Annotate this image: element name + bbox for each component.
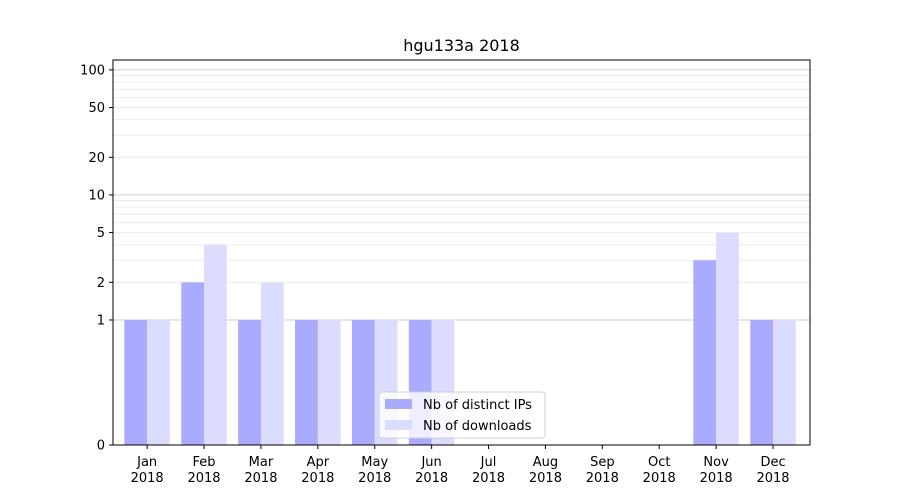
bar-downloads — [260, 282, 284, 445]
x-tick-label: Jul 2018 — [472, 455, 505, 486]
legend-swatch — [385, 399, 412, 409]
bar-distinct-ips — [181, 282, 205, 445]
legend-swatch — [385, 420, 412, 430]
x-tick-label: May 2018 — [358, 455, 391, 486]
y-tick-label: 20 — [88, 151, 105, 166]
x-tick-label: Nov 2018 — [700, 455, 733, 486]
bar-downloads — [317, 319, 341, 445]
y-axis: 0 1 2 5 10 20 50 100 — [80, 63, 113, 454]
x-tick-label: Jun 2018 — [415, 455, 448, 486]
x-tick-label: Feb 2018 — [187, 455, 220, 486]
bar-distinct-ips — [295, 319, 318, 445]
bar-distinct-ips — [238, 319, 261, 445]
y-tick-label: 10 — [88, 188, 105, 203]
x-tick-label: Dec 2018 — [756, 455, 789, 486]
y-tick-label: 100 — [80, 63, 105, 78]
x-tick-label: Jan 2018 — [131, 455, 164, 486]
bar-downloads — [773, 319, 796, 445]
y-tick-label: 50 — [88, 101, 105, 116]
y-tick-label: 5 — [97, 226, 105, 241]
y-tick-label: 0 — [97, 439, 105, 454]
bar-downloads — [147, 319, 170, 445]
plot-frame — [112, 59, 811, 446]
y-tick-label: 1 — [97, 313, 105, 328]
x-tick-label: Aug 2018 — [529, 455, 562, 486]
bar-downloads — [204, 244, 227, 445]
legend-label: Nb of downloads — [423, 419, 532, 434]
legend: Nb of distinct IPs Nb of downloads — [378, 391, 546, 439]
legend-label: Nb of distinct IPs — [423, 398, 532, 413]
chart-title: hgu133a 2018 — [403, 36, 520, 55]
y-tick-label: 2 — [97, 276, 105, 291]
bar-distinct-ips — [351, 319, 375, 445]
x-tick-label: Oct 2018 — [643, 455, 676, 486]
bar-distinct-ips — [124, 319, 148, 445]
grid-lines — [113, 69, 810, 321]
x-tick-label: Sep 2018 — [586, 455, 619, 486]
x-tick-label: Apr 2018 — [301, 455, 334, 486]
bar-distinct-ips — [693, 260, 717, 445]
x-tick-label: Mar 2018 — [244, 455, 277, 486]
bar-distinct-ips — [750, 319, 774, 445]
x-axis: Jan 2018 Feb 2018 Mar 2018 Apr 2018 May 2018 Jun 20… — [131, 445, 790, 486]
legend-box — [378, 391, 546, 439]
bar-downloads — [716, 232, 739, 445]
